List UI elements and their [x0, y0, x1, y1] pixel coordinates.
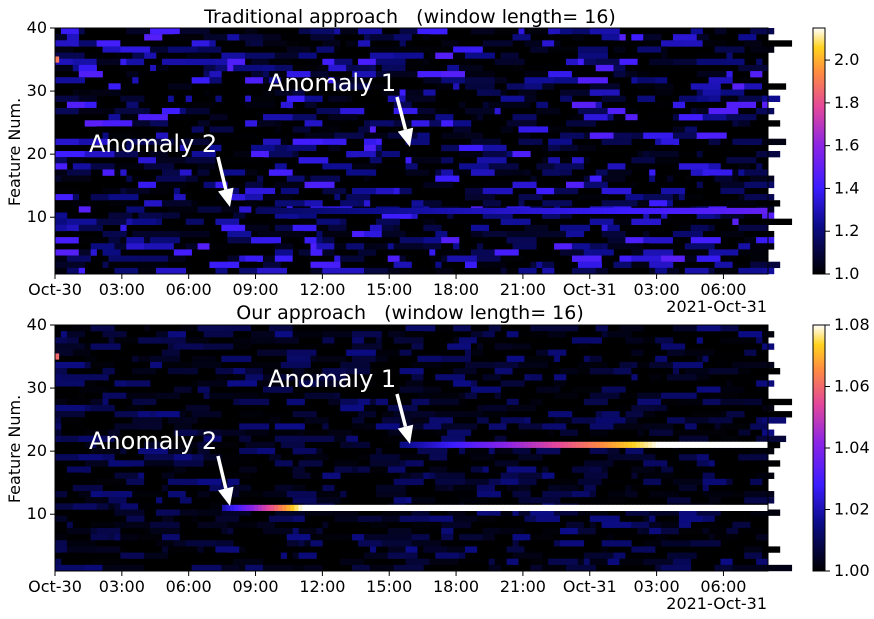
colorbar-tick-label: 1.6 — [834, 136, 859, 155]
x-tick-label: 09:00 — [232, 280, 278, 299]
chart-title: Our approach (window length= 16) — [236, 302, 584, 324]
x-tick-label: Oct-31 — [563, 577, 617, 596]
x-tick-label: 06:00 — [166, 280, 212, 299]
colorbar-tick-label: 1.04 — [834, 438, 870, 457]
y-axis-label: Feature Num. — [5, 98, 24, 206]
band-feature-21 — [400, 441, 769, 448]
annotation-2: Anomaly 2 — [89, 130, 234, 207]
x-tick-label: 21:00 — [500, 577, 546, 596]
x-tick-label: 12:00 — [299, 577, 345, 596]
arrow-line — [216, 455, 228, 489]
band-feature-11 — [255, 207, 769, 214]
colorbar-gradient — [812, 324, 826, 572]
colorbar-tick-label: 2.0 — [834, 50, 859, 69]
y-tick-label: 40 — [27, 18, 47, 37]
y-tick-label: 10 — [27, 504, 47, 523]
plot-frame — [54, 324, 769, 572]
colorbar-tick-label: 1.06 — [834, 377, 870, 396]
colorbar-tick-label: 1.02 — [834, 500, 870, 519]
x-tick-label: Oct-31 — [563, 280, 617, 299]
arrow-head — [397, 127, 414, 147]
annotation-label: Anomaly 2 — [89, 427, 217, 455]
y-tick-label: 20 — [27, 441, 47, 460]
colorbar-gradient — [812, 27, 826, 275]
heatmap-plot: 10 20 30 40 Oct-30 03:00 06:00 09:00 12:00 15:00 1… — [27, 315, 793, 596]
arrow-line — [395, 393, 408, 428]
colorbar-tick-label: 1.0 — [834, 264, 859, 283]
x-tick-label: 09:00 — [232, 577, 278, 596]
annotation-1: Anomaly 1 — [268, 365, 414, 444]
annotation-label: Anomaly 2 — [89, 130, 217, 158]
x-offset-label: 2021-Oct-31 — [666, 594, 767, 613]
annotation-1: Anomaly 1 — [268, 69, 414, 147]
band-feature-35 — [55, 353, 60, 360]
arrow-head — [397, 424, 414, 444]
colorbar-tick-label: 1.4 — [834, 178, 859, 197]
x-tick-label: 18:00 — [433, 577, 479, 596]
y-tick-label: 30 — [27, 378, 47, 397]
colorbar: 1.0 1.2 1.4 1.6 1.8 2.0 — [812, 27, 859, 283]
annotation-label: Anomaly 1 — [268, 365, 396, 393]
colorbar-tick-label: 1.08 — [834, 315, 870, 334]
x-tick-label: 03:00 — [634, 577, 680, 596]
noise-texture — [55, 28, 793, 275]
band-feature-35 — [55, 56, 60, 63]
y-tick-label: 20 — [27, 144, 47, 163]
x-tick-label: 03:00 — [99, 577, 145, 596]
x-tick-label: 03:00 — [634, 280, 680, 299]
x-tick-label: Oct-30 — [28, 577, 82, 596]
x-tick-label: 18:00 — [433, 280, 479, 299]
x-tick-label: 15:00 — [366, 280, 412, 299]
x-tick-label: 06:00 — [700, 577, 746, 596]
colorbar: 1.00 1.02 1.04 1.06 1.08 — [812, 315, 870, 580]
chart-title: Traditional approach (window length= 16) — [203, 6, 616, 28]
annotation-label: Anomaly 1 — [268, 69, 396, 97]
panel-ours: Our approach (window length= 16) Feature… — [5, 302, 870, 613]
plot-frame — [54, 27, 769, 275]
y-axis-label: Feature Num. — [5, 395, 24, 503]
colorbar-tick-label: 1.2 — [834, 221, 859, 240]
y-tick-label: 30 — [27, 81, 47, 100]
y-tick-label: 40 — [27, 315, 47, 334]
y-tick-label: 10 — [27, 207, 47, 226]
x-tick-label: 15:00 — [366, 577, 412, 596]
band-feature-11 — [222, 504, 769, 511]
annotation-2: Anomaly 2 — [89, 427, 234, 506]
arrow-head — [218, 486, 234, 506]
arrow-line — [216, 156, 228, 190]
arrow-head — [218, 187, 234, 207]
x-tick-label: 06:00 — [700, 280, 746, 299]
colorbar-tick-label: 1.8 — [834, 93, 859, 112]
x-tick-label: 06:00 — [166, 577, 212, 596]
x-tick-label: 12:00 — [299, 280, 345, 299]
x-tick-label: 03:00 — [99, 280, 145, 299]
x-offset-label: 2021-Oct-31 — [666, 297, 767, 316]
heatmap-plot: 10 20 30 40 Oct-30 03:00 06:00 09:00 12:00 15:00 1… — [27, 18, 793, 299]
colorbar-tick-label: 1.00 — [834, 561, 870, 580]
x-tick-label: 21:00 — [500, 280, 546, 299]
x-tick-label: Oct-30 — [28, 280, 82, 299]
arrow-line — [395, 96, 408, 131]
noise-texture — [55, 325, 793, 572]
panel-traditional: Traditional approach (window length= 16)… — [5, 6, 859, 316]
